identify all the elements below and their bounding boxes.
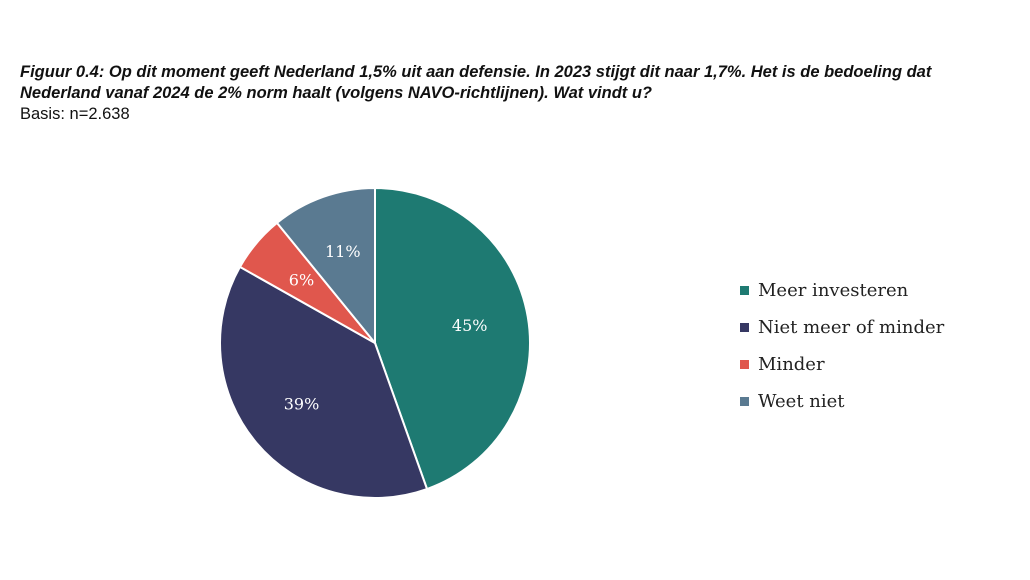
pie-slice	[219, 265, 429, 499]
legend-item: Weet niet	[740, 383, 944, 420]
legend-swatch	[740, 286, 749, 295]
pie-data-label: 11%	[325, 242, 361, 261]
chart-subtitle: Basis: n=2.638	[20, 105, 130, 123]
chart-title: Figuur 0.4: Op dit moment geeft Nederlan…	[20, 63, 932, 102]
pie-data-label: 6%	[289, 271, 314, 290]
pie-data-label: 39%	[284, 394, 320, 413]
legend-label: Minder	[758, 354, 825, 375]
pie-slice	[374, 186, 531, 491]
legend-swatch	[740, 397, 749, 406]
chart-legend: Meer investeren Niet meer of minder Mind…	[740, 272, 944, 420]
legend-label: Weet niet	[758, 391, 845, 412]
legend-label: Meer investeren	[758, 280, 909, 301]
legend-label: Niet meer of minder	[758, 317, 945, 338]
legend-swatch	[740, 323, 749, 332]
legend-item: Minder	[740, 346, 944, 383]
pie-chart: 45% 39% 6% 11%	[219, 186, 531, 499]
pie-data-label: 45%	[452, 316, 488, 335]
pie-slice	[275, 186, 376, 346]
legend-swatch	[740, 360, 749, 369]
legend-item: Meer investeren	[740, 272, 944, 309]
legend-item: Niet meer of minder	[740, 309, 944, 346]
chart-header: Figuur 0.4: Op dit moment geeft Nederlan…	[20, 62, 1015, 124]
